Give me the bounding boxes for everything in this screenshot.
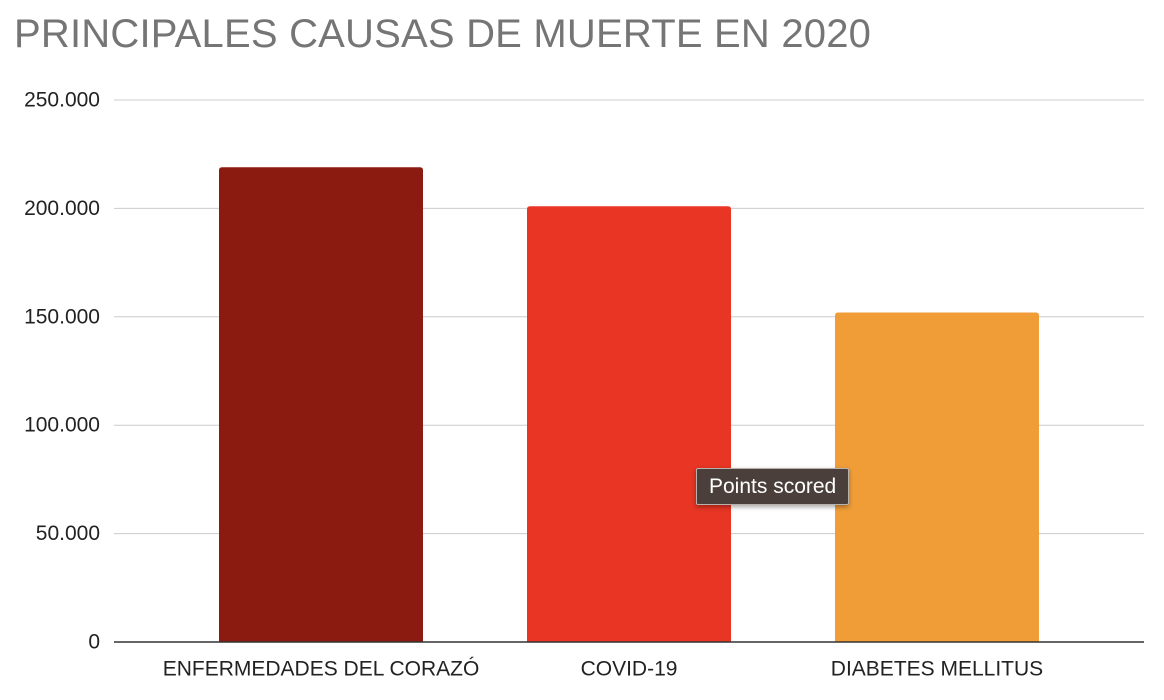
y-axis-tick-labels: 0 50.000 100.000 150.000 200.000 250.000 [24,89,100,654]
bars [219,167,1039,642]
y-tick-label: 50.000 [36,522,100,545]
bar-covid-19 [527,206,731,642]
x-axis-tick-labels: ENFERMEDADES DEL CORAZÓ COVID-19 DIABETES … [163,658,1044,681]
bar-enfermedades-del-coraz [219,167,423,642]
y-tick-label: 100.000 [24,414,100,437]
y-tick-label: 250.000 [24,89,100,112]
y-tick-label: 150.000 [24,305,100,328]
chart-title: PRINCIPALES CAUSAS DE MUERTE EN 2020 [14,12,872,56]
y-tick-label: 0 [88,631,100,654]
x-tick-label: ENFERMEDADES DEL CORAZÓ [163,658,480,681]
x-tick-label: COVID-19 [581,658,678,681]
x-tick-label: DIABETES MELLITUS [831,658,1043,681]
tooltip: Points scored [696,468,850,505]
bar-diabetes-mellitus [835,312,1039,642]
y-tick-label: 200.000 [24,197,100,220]
